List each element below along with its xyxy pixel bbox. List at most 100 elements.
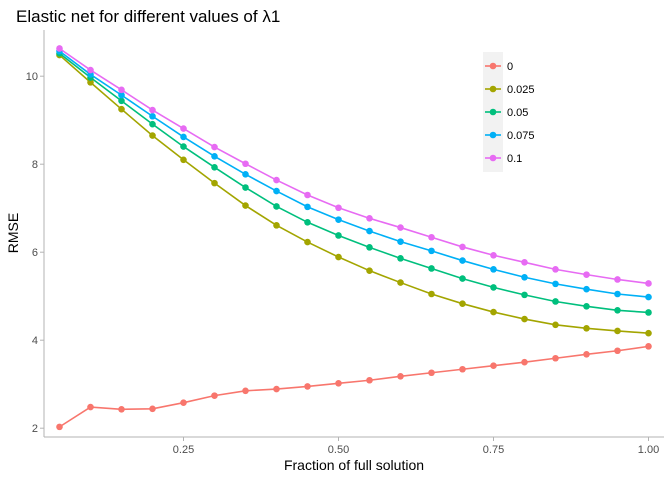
data-point bbox=[645, 280, 652, 287]
legend-label: 0.025 bbox=[507, 84, 535, 96]
data-point bbox=[428, 369, 435, 377]
legend-label: 0.1 bbox=[507, 153, 522, 165]
x-tick-label: 1.00 bbox=[638, 444, 659, 456]
data-point bbox=[552, 266, 559, 273]
data-point bbox=[335, 204, 342, 212]
series-line bbox=[59, 52, 649, 314]
data-point bbox=[304, 218, 311, 226]
data-point bbox=[149, 132, 156, 139]
data-point bbox=[273, 385, 280, 393]
data-point bbox=[242, 160, 249, 168]
data-point bbox=[459, 275, 466, 282]
data-point bbox=[521, 358, 528, 366]
data-point bbox=[211, 179, 218, 187]
data-point bbox=[87, 66, 94, 74]
data-point bbox=[490, 251, 497, 259]
series-0.05 bbox=[56, 50, 652, 316]
data-point bbox=[552, 298, 559, 305]
data-point bbox=[583, 303, 590, 310]
y-tick-label: 4 bbox=[32, 335, 38, 347]
series-line bbox=[59, 345, 649, 428]
data-point bbox=[273, 222, 280, 229]
data-point bbox=[304, 383, 311, 390]
legend: 0 0.025 0.05 0.075 0.1 bbox=[483, 52, 535, 172]
data-point bbox=[366, 215, 373, 222]
plot-panel: 2 4 6 8 10 0.25 0.50 0.75 1.00 bbox=[26, 30, 664, 456]
data-point bbox=[304, 238, 311, 246]
data-point bbox=[552, 280, 559, 288]
data-point bbox=[118, 405, 125, 413]
data-point bbox=[583, 271, 590, 278]
data-point bbox=[335, 232, 342, 239]
legend-label: 0 bbox=[507, 61, 513, 73]
data-point bbox=[273, 203, 280, 210]
series-line bbox=[59, 50, 649, 298]
data-point bbox=[366, 376, 373, 384]
legend-label: 0.075 bbox=[507, 130, 535, 142]
data-point bbox=[614, 306, 621, 314]
data-point bbox=[428, 290, 435, 298]
data-point bbox=[397, 279, 404, 286]
legend-key-point bbox=[489, 131, 497, 139]
data-point bbox=[180, 143, 187, 150]
data-point bbox=[459, 257, 466, 264]
legend-key-point bbox=[489, 108, 497, 116]
data-point bbox=[242, 202, 249, 209]
data-point bbox=[56, 423, 63, 431]
data-point bbox=[521, 315, 528, 323]
legend-key-point bbox=[489, 154, 497, 162]
data-point bbox=[521, 259, 528, 266]
y-tick-label: 6 bbox=[32, 247, 38, 259]
data-point bbox=[335, 253, 342, 261]
data-point bbox=[645, 329, 652, 337]
data-point bbox=[490, 308, 497, 316]
legend-key-point bbox=[489, 85, 497, 93]
series-0.075 bbox=[56, 47, 652, 301]
series-layer bbox=[56, 45, 652, 431]
data-point bbox=[149, 405, 156, 413]
data-point bbox=[490, 284, 497, 291]
x-tick-label: 0.50 bbox=[328, 444, 349, 456]
data-point bbox=[118, 105, 125, 113]
data-point bbox=[645, 309, 652, 316]
data-point bbox=[87, 403, 94, 411]
data-point bbox=[521, 291, 528, 299]
data-point bbox=[149, 112, 156, 120]
y-tick-label: 2 bbox=[32, 423, 38, 435]
data-point bbox=[87, 79, 94, 86]
data-point bbox=[149, 106, 156, 114]
data-point bbox=[304, 203, 311, 211]
data-point bbox=[335, 380, 342, 387]
legend-label: 0.05 bbox=[507, 107, 528, 119]
y-tick-label: 10 bbox=[26, 71, 38, 83]
data-point bbox=[366, 227, 373, 235]
data-point bbox=[211, 152, 218, 160]
x-tick-label: 0.75 bbox=[483, 444, 504, 456]
data-point bbox=[490, 266, 497, 273]
data-point bbox=[118, 91, 125, 99]
data-point bbox=[459, 300, 466, 307]
data-point bbox=[335, 216, 342, 223]
chart-title: Elastic net for different values of λ1 bbox=[16, 7, 280, 26]
data-point bbox=[242, 184, 249, 191]
data-point bbox=[397, 224, 404, 231]
data-point bbox=[397, 372, 404, 380]
data-point bbox=[304, 191, 311, 199]
data-point bbox=[552, 354, 559, 362]
data-point bbox=[614, 290, 621, 298]
data-point bbox=[397, 238, 404, 245]
series-line bbox=[58, 54, 649, 334]
data-point bbox=[459, 365, 466, 373]
data-point bbox=[428, 265, 435, 272]
data-point bbox=[273, 176, 280, 184]
data-point bbox=[645, 343, 652, 350]
data-point bbox=[211, 143, 218, 151]
data-point bbox=[273, 187, 280, 195]
legend-key-point bbox=[489, 62, 497, 70]
y-axis-ticks: 2 4 6 8 10 bbox=[26, 71, 44, 435]
series-line bbox=[59, 47, 649, 285]
data-point bbox=[583, 350, 590, 358]
y-axis-label: RMSE bbox=[5, 213, 21, 253]
data-point bbox=[614, 347, 621, 355]
